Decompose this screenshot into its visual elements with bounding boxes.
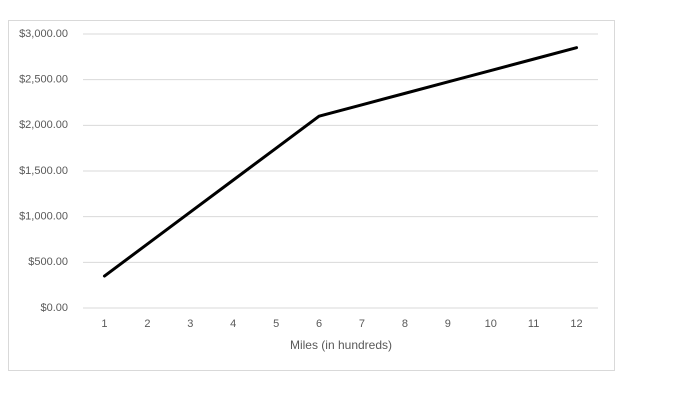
x-tick-label: 4 bbox=[230, 318, 236, 330]
x-tick-label: 11 bbox=[528, 318, 539, 330]
line bbox=[102, 46, 579, 278]
y-tick-label: $1,000.00 bbox=[19, 211, 68, 223]
y-tick-label: $2,500.00 bbox=[19, 74, 68, 86]
y-tick-label: $2,000.00 bbox=[19, 119, 68, 131]
x-tick-label: 5 bbox=[273, 318, 279, 330]
y-tick-label: $1,500.00 bbox=[19, 165, 68, 177]
y-tick-label: $0.00 bbox=[40, 302, 68, 314]
x-tick-label: 7 bbox=[359, 318, 365, 330]
x-tick-label: 9 bbox=[445, 318, 451, 330]
chart-frame bbox=[8, 20, 615, 371]
x-tick-label: 3 bbox=[187, 318, 193, 330]
x-tick-label: 2 bbox=[144, 318, 150, 330]
x-axis-title: Miles (in hundreds) bbox=[290, 338, 392, 352]
x-tick-label: 1 bbox=[101, 318, 107, 330]
x-tick-label: 6 bbox=[316, 318, 322, 330]
x-tick-label: 8 bbox=[402, 318, 408, 330]
y-tick-label: $3,000.00 bbox=[19, 28, 68, 40]
x-tick-label: 10 bbox=[485, 318, 497, 330]
x-tick-label: 12 bbox=[570, 318, 582, 330]
y-tick-label: $500.00 bbox=[28, 256, 68, 268]
